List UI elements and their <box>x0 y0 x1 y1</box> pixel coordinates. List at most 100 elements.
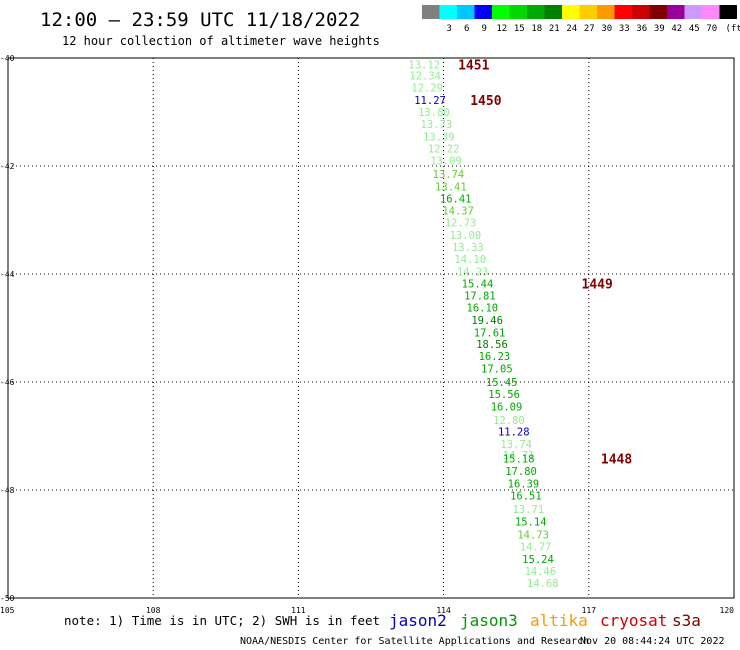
pass-labels: 1451 1450 1449 1448 <box>458 58 632 467</box>
wave-height-label: 13.73 <box>421 119 453 131</box>
mission-altika: altika <box>530 611 588 630</box>
mission-cryosat: cryosat <box>600 611 667 630</box>
wave-height-label: 15.44 <box>462 279 494 291</box>
wave-height-label: 13.71 <box>512 504 544 516</box>
legend-label: 21 <box>549 24 560 34</box>
legend-swatch <box>632 5 650 19</box>
mission-legend: jason2 jason3 altika cryosat s3a <box>389 611 701 630</box>
wave-height-label: 18.56 <box>476 339 508 351</box>
color-scale-legend: 3 6 9 12 15 18 21 24 27 30 33 36 39 42 45 70 <box>422 5 737 34</box>
legend-label: 30 <box>601 24 612 34</box>
wave-height-label: 12.29 <box>411 83 443 95</box>
legend-swatch <box>509 5 527 19</box>
wave-height-label: 17.80 <box>505 466 537 478</box>
legend-swatch <box>649 5 667 19</box>
y-tick-label: -44 <box>0 270 15 279</box>
x-tick-label: 117 <box>582 606 597 615</box>
wave-height-label: 13.12 <box>408 59 440 71</box>
wave-height-label: 19.46 <box>471 315 503 327</box>
wave-height-label: 17.61 <box>474 327 506 339</box>
wave-height-label: 13.00 <box>450 230 482 242</box>
legend-swatch <box>614 5 632 19</box>
legend-swatch <box>562 5 580 19</box>
wave-height-label: 13.80 <box>418 107 450 119</box>
legend-swatch <box>439 5 457 19</box>
legend-swatch <box>422 5 440 19</box>
wave-height-label: 12.34 <box>409 70 441 82</box>
legend-label: 6 <box>464 24 469 34</box>
wave-height-label: 13.33 <box>452 242 484 254</box>
y-tick-label: -50 <box>0 594 15 603</box>
wave-height-label: 12.22 <box>428 144 460 156</box>
plot-frame <box>7 57 735 599</box>
footer-note: note: 1) Time is in UTC; 2) SWH is in fe… <box>64 613 380 628</box>
pass-label: 1450 <box>470 94 501 109</box>
legend-label: 3 <box>447 24 452 34</box>
x-tick-label: 120 <box>720 606 735 615</box>
wave-height-label: 17.81 <box>464 291 496 303</box>
wave-height-label: 14.10 <box>454 254 486 266</box>
y-tick-label: -40 <box>0 54 15 63</box>
legend-label: 36 <box>636 24 647 34</box>
x-tick-label: 111 <box>291 606 306 615</box>
wave-height-label: 13.74 <box>500 439 532 451</box>
footer-credit: NOAA/NESDIS Center for Satellite Applica… <box>240 636 589 647</box>
wave-height-label: 16.10 <box>467 302 499 314</box>
wave-height-label: 16.51 <box>510 490 542 502</box>
y-tick-label: -42 <box>0 162 15 171</box>
wave-height-label: 14.71 <box>503 450 535 462</box>
legend-label: 9 <box>482 24 487 34</box>
legend-label: 42 <box>671 24 682 34</box>
x-tick-label: 114 <box>436 606 451 615</box>
legend-swatch <box>667 5 685 19</box>
wave-height-label: 12.80 <box>493 415 525 427</box>
legend-swatch <box>527 5 545 19</box>
pass-label: 1451 <box>458 58 489 73</box>
legend-swatch <box>544 5 562 19</box>
wave-height-label: 15.14 <box>515 516 547 528</box>
legend-label: 12 <box>496 24 507 34</box>
legend-label: 27 <box>584 24 595 34</box>
wave-height-label: 14.68 <box>527 578 559 590</box>
legend-label: 45 <box>689 24 700 34</box>
wave-height-label: 14.23 <box>457 266 489 278</box>
legend-swatch <box>597 5 615 19</box>
mission-jason2: jason2 <box>389 611 447 630</box>
legend-swatch <box>719 5 737 19</box>
legend-swatch <box>684 5 702 19</box>
x-tick-label: 105 <box>0 606 15 615</box>
wave-height-label: 14.73 <box>517 529 549 541</box>
wave-height-label: 14.37 <box>442 205 474 217</box>
legend-swatch <box>474 5 492 19</box>
x-tick-label: 108 <box>146 606 161 615</box>
mission-s3a: s3a <box>672 611 701 630</box>
wave-height-label: 15.56 <box>488 389 520 401</box>
legend-unit: (ft) <box>726 24 740 34</box>
legend-swatch <box>492 5 510 19</box>
wave-height-label: 15.24 <box>522 554 554 566</box>
wave-height-label: 16.39 <box>508 479 540 491</box>
legend-label: 39 <box>654 24 665 34</box>
legend-label: 24 <box>566 24 577 34</box>
wave-height-label: 12.73 <box>445 218 477 230</box>
legend-label: 18 <box>531 24 542 34</box>
pass-label: 1448 <box>601 453 632 468</box>
legend-swatch <box>579 5 597 19</box>
wave-height-label: 11.28 <box>498 427 530 439</box>
wave-height-label: 16.41 <box>440 193 472 205</box>
axis-ticks: 105 108 111 114 117 120 -40 -42 -44 -46 -48 -50 <box>0 54 734 615</box>
plot-grid <box>7 57 735 599</box>
wave-height-label: 11.27 <box>414 95 446 107</box>
legend-label: 70 <box>706 24 717 34</box>
wave-height-label: 15.18 <box>503 454 535 466</box>
pass-label: 1449 <box>582 278 613 293</box>
y-tick-label: -48 <box>0 486 15 495</box>
wave-height-label: 16.23 <box>479 351 511 363</box>
legend-label: 33 <box>619 24 630 34</box>
legend-swatch <box>457 5 475 19</box>
wave-height-label: 14.46 <box>525 566 557 578</box>
chart-subtitle: 12 hour collection of altimeter wave hei… <box>62 34 380 48</box>
wave-height-label: 13.74 <box>433 169 465 181</box>
wave-height-label: 16.09 <box>491 401 523 413</box>
